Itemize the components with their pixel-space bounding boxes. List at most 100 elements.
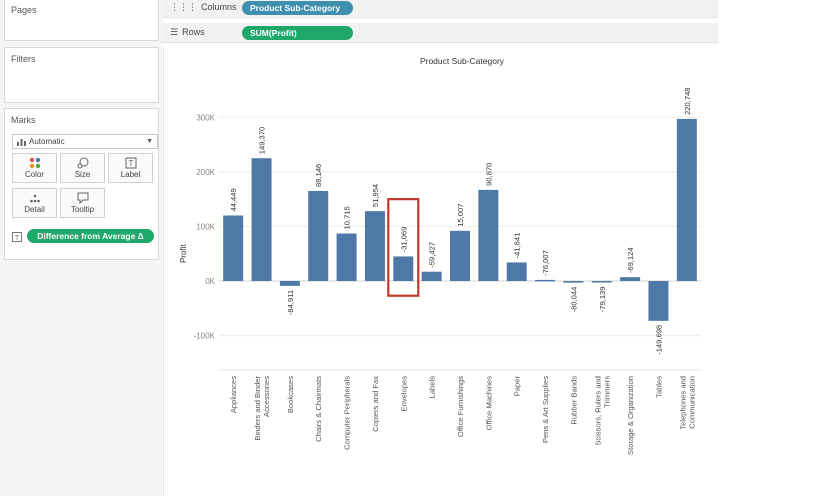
columns-shelf: ⋮⋮⋮ Columns Product Sub-Category: [162, 0, 718, 18]
pages-card[interactable]: Pages: [4, 0, 159, 41]
text-field-icon: T: [12, 232, 22, 242]
x-tick-label: Office Furnishings: [456, 376, 465, 437]
bar: [337, 234, 357, 281]
bar: [507, 262, 527, 281]
tooltip-button[interactable]: Tooltip: [60, 188, 105, 218]
detail-icon: [28, 191, 42, 205]
bar: [252, 158, 272, 281]
tooltip-icon: [76, 191, 90, 205]
y-tick-label: 100K: [196, 222, 215, 231]
color-label: Color: [13, 170, 56, 179]
rows-pill[interactable]: SUM(Profit): [242, 26, 353, 40]
color-button[interactable]: Color: [12, 153, 57, 183]
bar: [648, 281, 668, 321]
chart-title: Product Sub-Category: [420, 56, 505, 66]
bar: [450, 231, 470, 281]
bar: [620, 277, 640, 281]
bar: [478, 190, 498, 281]
filters-title: Filters: [11, 54, 36, 64]
y-tick-label: 200K: [196, 168, 215, 177]
data-label: 51,954: [371, 184, 380, 207]
data-label: -79,139: [598, 287, 607, 313]
pages-title: Pages: [11, 5, 37, 15]
rows-shelf: ☰ Rows SUM(Profit): [162, 23, 718, 43]
label-button[interactable]: T Label: [108, 153, 153, 183]
bar-chart: Product Sub-Category Profit -100K 0K 100K 200…: [164, 47, 719, 496]
detail-label: Detail: [13, 205, 56, 214]
left-pane: Pages Filters Marks Automatic ▼ Color: [0, 0, 162, 496]
data-label: 149,370: [258, 127, 267, 154]
x-tick-label: Tables: [654, 376, 663, 398]
data-label: -41,841: [513, 233, 522, 259]
data-label: 44,449: [229, 188, 238, 211]
x-tick-label: Rubber Bands: [569, 376, 578, 425]
color-icon: [28, 156, 42, 170]
x-tick-label: Binders and Binder: [253, 376, 262, 441]
filters-card[interactable]: Filters: [4, 47, 159, 103]
mark-type-value: Automatic: [29, 137, 65, 146]
x-tick-label: Communication: [687, 376, 696, 429]
bar: [223, 216, 243, 281]
size-label: Size: [61, 170, 104, 179]
bar: [563, 281, 583, 283]
difference-from-average-pill[interactable]: Difference from Average Δ: [27, 229, 154, 243]
bar: [677, 119, 697, 281]
data-label: 10,715: [343, 206, 352, 229]
x-tick-label: Copiers and Fax: [371, 376, 380, 432]
bar: [365, 211, 385, 281]
x-tick-label: Pens & Art Supplies: [541, 376, 550, 443]
size-button[interactable]: Size: [60, 153, 105, 183]
data-label: 88,146: [314, 164, 323, 187]
rows-shelf-label: ☰ Rows: [170, 27, 205, 38]
x-tick-label: Labels: [428, 376, 437, 399]
data-label: 220,748: [683, 87, 692, 114]
columns-shelf-label: ⋮⋮⋮ Columns: [170, 2, 237, 13]
y-tick-label: 300K: [196, 113, 215, 122]
rows-icon: ☰: [170, 27, 178, 38]
tooltip-label: Tooltip: [61, 205, 104, 214]
data-label: 15,007: [456, 204, 465, 227]
x-tick-label: Office Machines: [484, 376, 493, 431]
x-tick-label: Paper: [513, 376, 522, 397]
detail-button[interactable]: Detail: [12, 188, 57, 218]
chart-view: Product Sub-Category Profit -100K 0K 100K 200…: [163, 47, 718, 496]
bar: [535, 280, 555, 282]
label-label: Label: [109, 170, 152, 179]
x-tick-label: Storage & Organization: [626, 376, 635, 455]
data-label: -76,007: [541, 250, 550, 276]
y-tick-label: 0K: [205, 277, 215, 286]
x-tick-label: Chairs & Chairmats: [314, 376, 323, 442]
data-label: -149,698: [654, 325, 663, 355]
x-tick-label: Computer Peripherals: [343, 376, 352, 450]
x-tick-label: Scissors, Rulers and: [593, 376, 602, 446]
columns-label-text: Columns: [201, 2, 237, 12]
data-label: -31,069: [399, 227, 408, 253]
bar: [308, 191, 328, 281]
data-label: 90,870: [484, 163, 493, 186]
rows-label-text: Rows: [182, 27, 205, 37]
bar: [422, 272, 442, 281]
columns-pill[interactable]: Product Sub-Category: [242, 1, 353, 15]
bar: [592, 281, 612, 283]
x-tick-label: Telephones and: [678, 376, 687, 430]
x-tick-label: Appliances: [229, 376, 238, 413]
size-icon: [76, 156, 90, 170]
y-tick-label: -100K: [194, 332, 216, 341]
x-tick-label: Envelopes: [399, 376, 408, 412]
data-label: -59,427: [428, 242, 437, 268]
bar-mark-icon: [17, 138, 26, 146]
data-label: -80,044: [569, 287, 578, 313]
text-label-icon: T: [124, 156, 138, 170]
chevron-down-icon: ▼: [146, 135, 153, 148]
y-axis-title: Profit: [179, 244, 188, 263]
data-label: -69,124: [626, 247, 635, 273]
mark-type-dropdown[interactable]: Automatic ▼: [12, 134, 158, 149]
x-tick-label: Accessories: [262, 376, 271, 417]
svg-text:T: T: [128, 159, 133, 168]
x-tick-label: Bookcases: [286, 376, 295, 413]
marks-title: Marks: [11, 115, 36, 125]
x-tick-label: Trimmers: [602, 376, 611, 408]
marks-card: Marks Automatic ▼ Color Si: [4, 108, 159, 260]
bar: [280, 281, 300, 286]
bar: [393, 256, 413, 281]
